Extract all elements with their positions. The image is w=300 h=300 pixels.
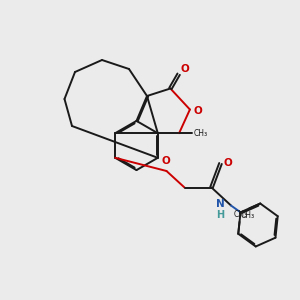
Text: CH₃: CH₃ <box>234 210 248 219</box>
Text: O: O <box>224 158 232 169</box>
Text: O: O <box>194 106 202 116</box>
Text: O: O <box>161 156 170 166</box>
Text: CH₃: CH₃ <box>194 129 208 138</box>
Text: N: N <box>216 199 224 209</box>
Text: O: O <box>181 64 189 74</box>
Text: CH₃: CH₃ <box>241 212 255 220</box>
Text: H: H <box>216 210 225 220</box>
